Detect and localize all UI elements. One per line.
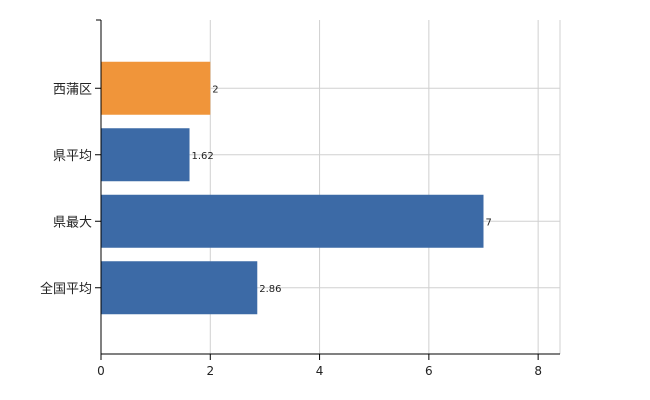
bar — [101, 61, 211, 115]
x-tick-label: 0 — [97, 364, 105, 378]
data-label: 7 — [486, 217, 492, 228]
x-tick-label: 6 — [425, 364, 433, 378]
bar — [101, 261, 258, 315]
x-tick-label: 4 — [316, 364, 324, 378]
bars — [101, 61, 484, 315]
x-tick-label: 8 — [534, 364, 542, 378]
data-label: 2.86 — [259, 284, 281, 295]
bar — [101, 194, 484, 248]
category-label: 県平均 — [53, 149, 92, 164]
category-label: 西蒲区 — [53, 82, 92, 97]
bar — [101, 128, 190, 182]
category-label: 県最大 — [53, 215, 92, 230]
x-tick-label: 2 — [206, 364, 214, 378]
data-label: 2 — [212, 84, 218, 95]
data-label: 1.62 — [192, 151, 214, 162]
category-label: 全国平均 — [40, 281, 92, 297]
axes — [95, 19, 560, 360]
